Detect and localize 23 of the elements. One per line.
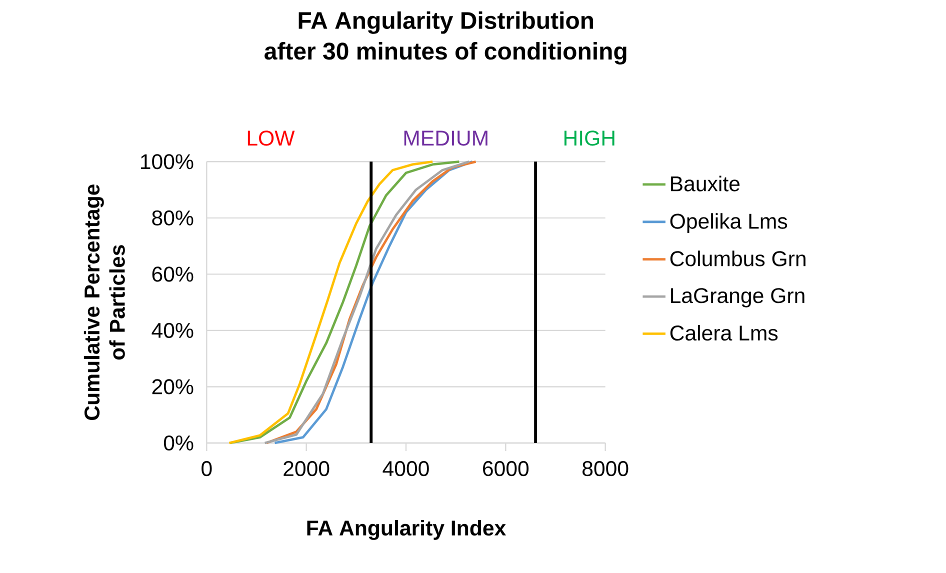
y-tick-label: 40% xyxy=(152,322,194,338)
y-tick-label: 20% xyxy=(152,379,194,394)
x-axis-title: FA Angularity Index xyxy=(307,520,506,540)
text: HIGH xyxy=(564,130,614,146)
y-tick-label: 80% xyxy=(152,210,194,226)
legend-label: Bauxite xyxy=(671,176,740,192)
x-tick-label: 6000 xyxy=(483,461,529,476)
y-tick-label: 100% xyxy=(141,154,194,170)
legend-label: Columbus Grn xyxy=(670,250,806,266)
chart-subtitle: after 30 minutes of conditioning xyxy=(264,42,626,65)
y-tick-label: 60% xyxy=(152,266,194,282)
text: MEDIUM xyxy=(404,130,488,146)
x-tick-label: 2000 xyxy=(284,461,330,476)
x-tick-label: 0 xyxy=(202,461,212,476)
y-axis-title: Cumulative Percentage of Particles xyxy=(84,184,125,420)
text: LOW xyxy=(248,130,295,146)
y-tick-label: 0% xyxy=(164,435,194,451)
legend-label: LaGrange Grn xyxy=(671,288,804,308)
x-tick-label: 4000 xyxy=(382,461,429,476)
chart-title: FA Angularity Distribution xyxy=(298,11,594,34)
legend-label: Opelika Lms xyxy=(670,213,788,234)
x-tick-label: 8000 xyxy=(582,461,628,476)
legend-label: Calera Lms xyxy=(670,324,778,341)
